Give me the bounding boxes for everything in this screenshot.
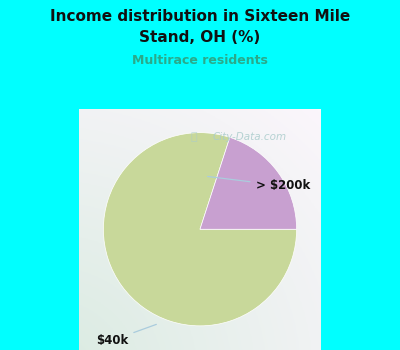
Text: Stand, OH (%): Stand, OH (%) <box>139 30 261 45</box>
Wedge shape <box>200 138 297 229</box>
Text: > $200k: > $200k <box>208 176 310 192</box>
Wedge shape <box>103 133 297 326</box>
Text: Income distribution in Sixteen Mile: Income distribution in Sixteen Mile <box>50 9 350 24</box>
Text: City-Data.com: City-Data.com <box>212 133 286 142</box>
Text: $40k: $40k <box>96 324 156 347</box>
Text: Multirace residents: Multirace residents <box>132 54 268 67</box>
Text: ⓘ: ⓘ <box>190 133 197 142</box>
